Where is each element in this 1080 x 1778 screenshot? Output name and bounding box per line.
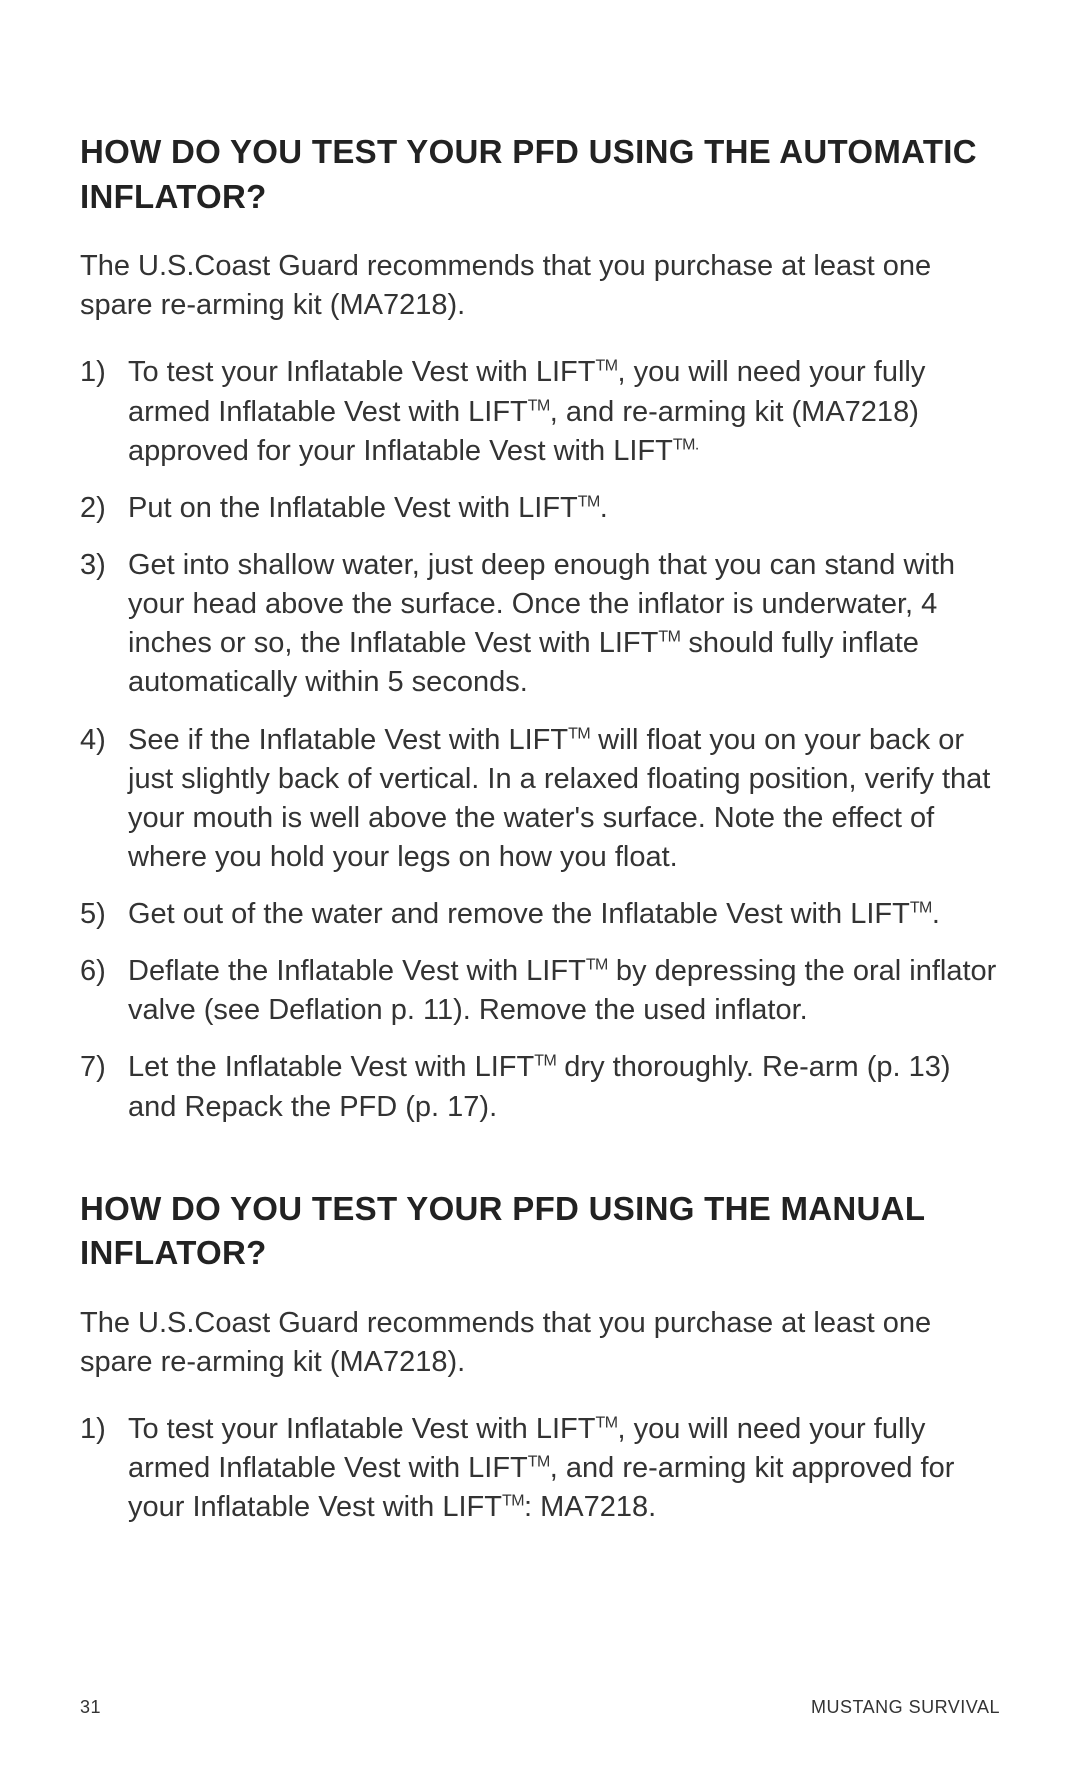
section1-steps: 1) To test your Inflatable Vest with LIFT… xyxy=(80,353,1000,1126)
step-number: 1) xyxy=(80,1410,106,1449)
step-text: Put on the Inflatable Vest with LIFTTM. xyxy=(128,492,608,524)
section1-heading: HOW DO YOU TEST YOUR PFD USING THE AUTOM… xyxy=(80,130,1000,219)
step-text: Get out of the water and remove the Infl… xyxy=(128,898,940,930)
list-item: 4) See if the Inflatable Vest with LIFTTM… xyxy=(80,721,1000,878)
step-number: 3) xyxy=(80,546,106,585)
list-item: 6) Deflate the Inflatable Vest with LIFTT… xyxy=(80,952,1000,1030)
step-text: Get into shallow water, just deep enough… xyxy=(128,549,955,698)
step-number: 4) xyxy=(80,721,106,760)
list-item: 1) To test your Inflatable Vest with LIFT… xyxy=(80,353,1000,470)
section2-heading: HOW DO YOU TEST YOUR PFD USING THE MANUA… xyxy=(80,1187,1000,1276)
page-footer: 31 MUSTANG SURVIVAL xyxy=(80,1697,1000,1718)
step-text: To test your Inflatable Vest with LIFTTM… xyxy=(128,1413,954,1523)
section1-intro: The U.S.Coast Guard recommends that you … xyxy=(80,247,1000,325)
step-text: To test your Inflatable Vest with LIFTTM… xyxy=(128,356,925,466)
footer-brand: MUSTANG SURVIVAL xyxy=(811,1697,1000,1718)
list-item: 7) Let the Inflatable Vest with LIFTTM dr… xyxy=(80,1048,1000,1126)
step-text: Let the Inflatable Vest with LIFTTM dry … xyxy=(128,1051,951,1122)
list-item: 1) To test your Inflatable Vest with LIFT… xyxy=(80,1410,1000,1527)
step-number: 6) xyxy=(80,952,106,991)
page-number: 31 xyxy=(80,1697,101,1718)
list-item: 2) Put on the Inflatable Vest with LIFTTM… xyxy=(80,489,1000,528)
step-number: 7) xyxy=(80,1048,106,1087)
step-number: 2) xyxy=(80,489,106,528)
step-text: See if the Inflatable Vest with LIFTTM w… xyxy=(128,724,990,873)
list-item: 5) Get out of the water and remove the In… xyxy=(80,895,1000,934)
section2-intro: The U.S.Coast Guard recommends that you … xyxy=(80,1304,1000,1382)
page-content: HOW DO YOU TEST YOUR PFD USING THE AUTOM… xyxy=(0,0,1080,1528)
step-number: 5) xyxy=(80,895,106,934)
step-number: 1) xyxy=(80,353,106,392)
list-item: 3) Get into shallow water, just deep enou… xyxy=(80,546,1000,703)
section2-steps: 1) To test your Inflatable Vest with LIFT… xyxy=(80,1410,1000,1527)
step-text: Deflate the Inflatable Vest with LIFTTM … xyxy=(128,955,996,1026)
